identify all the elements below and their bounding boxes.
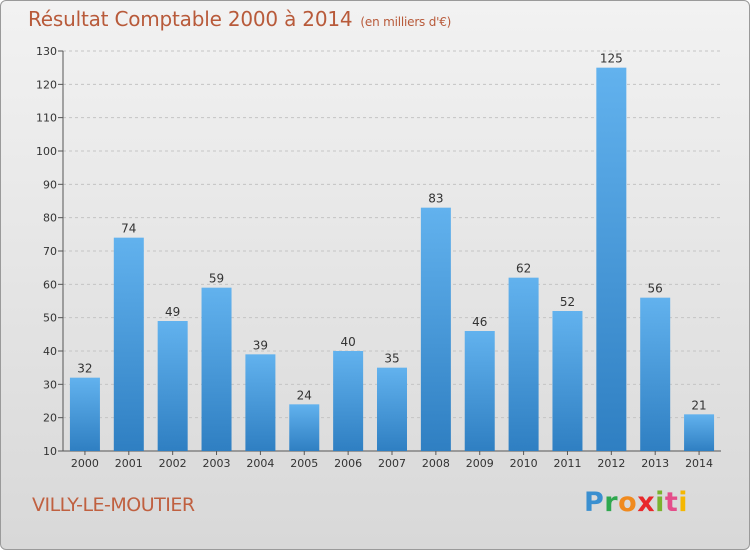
bar-2014 [684,414,715,451]
logo-letter-2: r [604,487,619,518]
data-label-2008: 83 [428,192,443,206]
y-tick-label: 130 [36,45,57,58]
bar-2011 [552,311,583,451]
y-tick-label: 30 [43,378,57,391]
commune-name: VILLY-LE-MOUTIER [32,494,195,516]
bar-2006 [333,351,364,451]
x-tick-label: 2005 [290,457,318,470]
x-tick-label: 2013 [641,457,669,470]
x-tick-label: 2007 [378,457,406,470]
bar-2002 [157,321,188,451]
x-tick-label: 2012 [597,457,625,470]
y-tick-label: 120 [36,78,57,91]
logo-letter-4: x [637,487,656,518]
bar-2001 [113,237,144,451]
bar-2005 [289,404,320,451]
y-tick-label: 20 [43,412,57,425]
logo-letter-7: i [678,487,689,518]
bar-2012 [596,67,627,452]
y-tick-label: 40 [43,345,57,358]
chart-subtitle: (en milliers d'€) [360,15,452,29]
logo-letter-3: o [618,487,638,518]
bar-2003 [201,287,232,451]
x-tick-label: 2004 [246,457,274,470]
x-tick-label: 2009 [466,457,494,470]
bar-2000 [69,377,100,451]
y-tick-label: 80 [43,212,57,225]
data-label-2005: 24 [297,388,312,402]
logo-letter-6: t [664,487,679,518]
x-tick-label: 2001 [115,457,143,470]
x-tick-label: 2010 [510,457,538,470]
data-label-2011: 52 [560,295,575,309]
chart-title: Résultat Comptable 2000 à 2014 (en millie… [28,7,451,31]
data-label-2001: 74 [121,222,136,236]
y-tick-label: 60 [43,278,57,291]
bar-2007 [377,367,407,451]
data-label-2014: 21 [691,398,706,412]
x-tick-label: 2011 [553,457,581,470]
y-tick-label: 70 [43,245,57,258]
label-layer: 2000 32 2001 74 2002 49 2003 59 2004 39 2005 24 2006… [71,52,713,470]
x-tick-label: 2000 [71,457,99,470]
y-tick-label: 110 [36,112,57,125]
y-tick-label: 50 [43,312,57,325]
data-label-2009: 46 [472,315,487,329]
data-label-2006: 40 [340,335,355,349]
bar-2004 [245,354,276,451]
data-label-2010: 62 [516,262,531,276]
x-tick-label: 2002 [159,457,187,470]
bar-2009 [464,331,495,451]
logo-letter-5: i [655,487,665,518]
x-tick-label: 2003 [203,457,231,470]
y-tick-label: 100 [36,145,57,158]
x-tick-label: 2008 [422,457,450,470]
chart-title-text: Résultat Comptable 2000 à 2014 [28,7,353,31]
y-tick-label: 90 [43,178,57,191]
x-tick-label: 2014 [685,457,713,470]
data-label-2002: 49 [165,305,180,319]
data-label-2003: 59 [209,272,224,286]
bar-2008 [420,207,451,451]
data-label-2012: 125 [600,52,623,66]
bar-2010 [508,277,539,451]
y-tick-label: 10 [43,445,57,458]
bar-layer [69,67,715,452]
bar-2013 [640,297,671,451]
logo-letter-1: P [584,487,605,518]
data-label-2007: 35 [384,352,399,366]
data-label-2000: 32 [77,362,92,376]
x-tick-label: 2006 [334,457,362,470]
proxiti-logo[interactable]: Proxiti [584,487,688,518]
data-label-2013: 56 [648,282,663,296]
data-label-2004: 39 [253,338,268,352]
